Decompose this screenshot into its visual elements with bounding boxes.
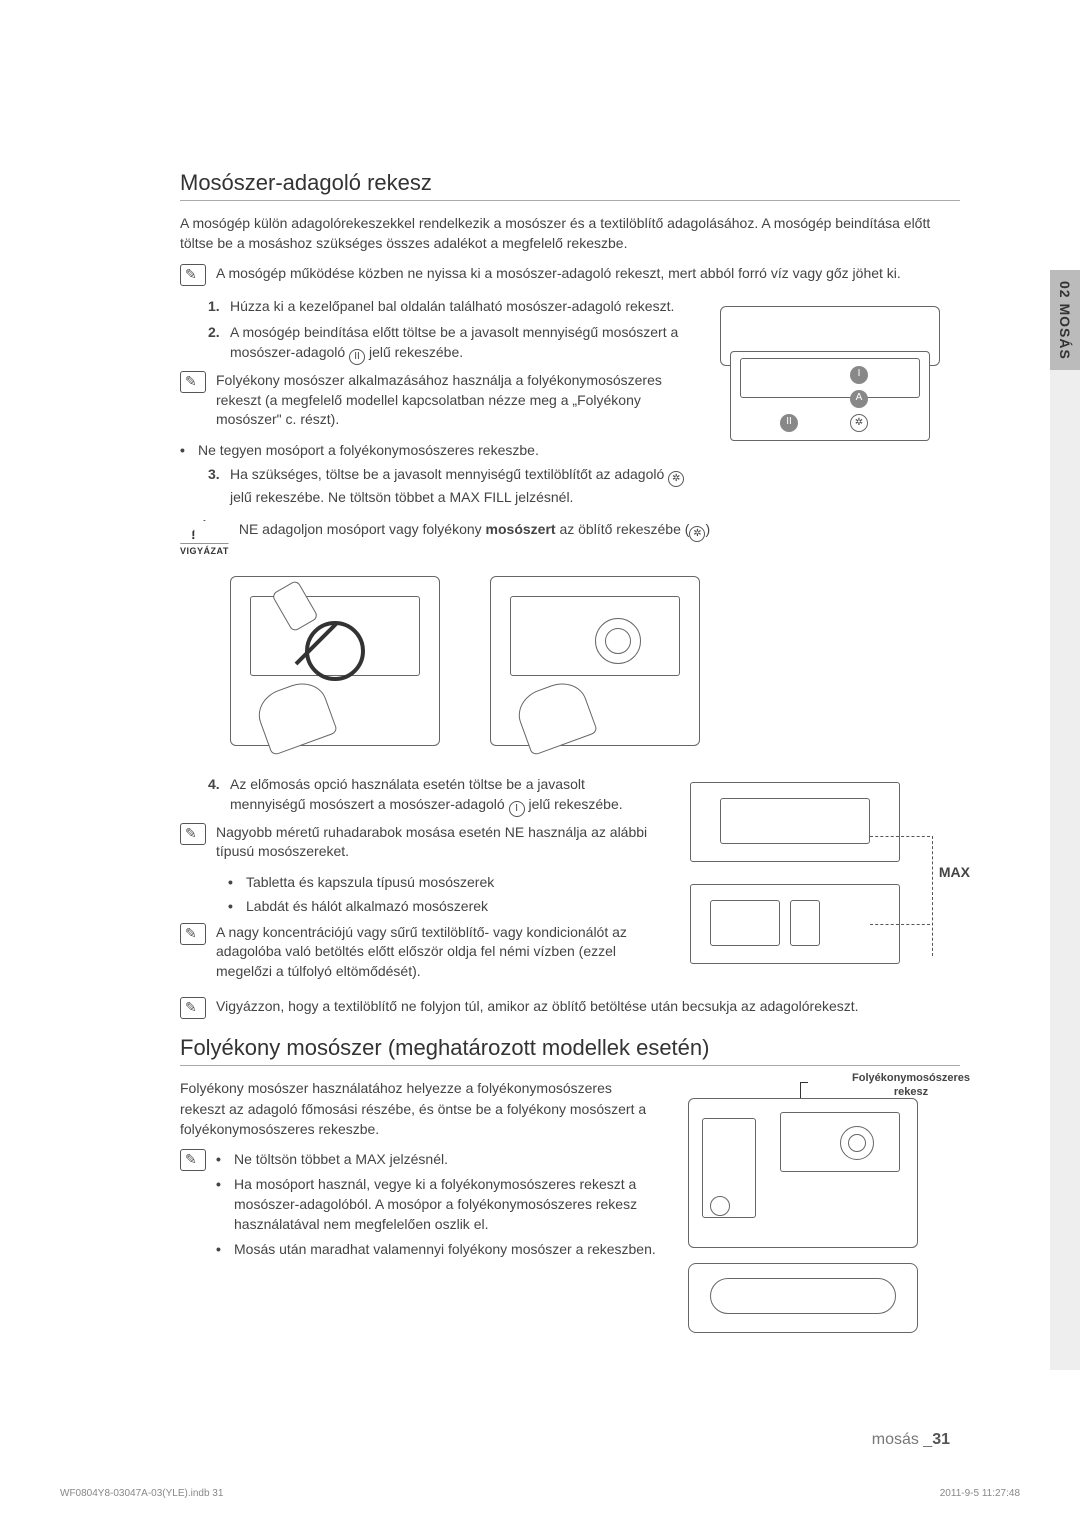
step4-block: 4.Az előmosás opció használata esetén tö… [180, 774, 960, 992]
note-concentrate-text: A nagy koncentrációjú vagy sűrű textilöb… [216, 923, 660, 982]
figure-pour-softener [480, 566, 710, 756]
note-liquid: Folyékony mosószer alkalmazásához haszná… [180, 371, 690, 430]
section2-note: Ne töltsön többet a MAX jelzésnél. Ha mo… [180, 1149, 660, 1262]
print-mark-left: WF0804Y8-03047A-03(YLE).indb 31 [60, 1488, 223, 1499]
softener-icon: ✲ [689, 526, 705, 542]
note-concentrate: A nagy koncentrációjú vagy sűrű textilöb… [180, 923, 660, 982]
figure-no-powder [220, 566, 450, 756]
step-4: 4.Az előmosás opció használata esetén tö… [208, 774, 660, 817]
figure-drawer-open: I A II ✲ [710, 296, 960, 456]
print-mark-right: 2011-9-5 11:27:48 [940, 1488, 1020, 1499]
softener-icon: ✲ [668, 471, 684, 487]
note-icon [180, 923, 206, 945]
bullet-list-1: Ne tegyen mosóport a folyékonymosószeres… [180, 440, 690, 460]
note-steam-text: A mosógép működése közben ne nyissa ki a… [216, 264, 901, 286]
note-icon [180, 264, 206, 286]
manual-page: 02 MOSÁS Mosószer-adagoló rekesz A mosóg… [0, 0, 1080, 1527]
note-liquid-text: Folyékony mosószer alkalmazásához haszná… [216, 371, 690, 430]
section2-lead: Folyékony mosószer használatához helyezz… [180, 1078, 660, 1139]
warning-text: NE adagoljon mosóport vagy folyékony mos… [239, 520, 710, 542]
note-steam: A mosógép működése közben ne nyissa ki a… [180, 264, 960, 286]
side-strip [1050, 370, 1080, 1370]
s2-bullet-1: Ne töltsön többet a MAX jelzésnél. [216, 1149, 660, 1169]
note-icon [180, 1149, 206, 1171]
note-icon [180, 371, 206, 393]
compartment-I-icon: I [509, 801, 525, 817]
warning-row: VIGYÁZAT NE adagoljon mosóport vagy foly… [180, 520, 960, 556]
figure-liquid-insert [680, 1078, 930, 1348]
s2-bullet-2: Ha mosóport használ, vegye ki a folyékon… [216, 1174, 660, 1235]
section-tab: 02 MOSÁS [1050, 270, 1080, 370]
warning-label: VIGYÁZAT [180, 546, 229, 556]
warning-icon [180, 520, 229, 544]
section2-body: Folyékony mosószer használatához helyezz… [180, 1078, 960, 1348]
note-icon [180, 997, 206, 1019]
note-large-text: Nagyobb méretű ruhadarabok mosása esetén… [216, 823, 660, 862]
max-label: MAX [939, 864, 970, 880]
section2-bullets: Ne töltsön többet a MAX jelzésnél. Ha mo… [216, 1149, 660, 1258]
section2-title: Folyékony mosószer (meghatározott modell… [180, 1035, 960, 1066]
note-overflow: Vigyázzon, hogy a textilöblítő ne folyjo… [180, 997, 960, 1019]
steps-list-2: 3.Ha szükséges, töltse be a javasolt men… [208, 464, 690, 507]
figure-pair [220, 566, 960, 756]
steps-list-1: 1.Húzza ki a kezelőpanel bal oldalán tal… [208, 296, 690, 366]
page-footer: mosás _31 [872, 1431, 950, 1449]
steps-list-3: 4.Az előmosás opció használata esetén tö… [208, 774, 660, 817]
section1-title: Mosószer-adagoló rekesz [180, 170, 960, 201]
s2-bullet-3: Mosás után maradhat valamennyi folyékony… [216, 1239, 660, 1259]
note-overflow-text: Vigyázzon, hogy a textilöblítő ne folyjo… [216, 997, 859, 1019]
note-icon [180, 823, 206, 845]
compartment-II-icon: II [349, 349, 365, 365]
figure-liquid-wrap: Folyékonymosószeresrekesz [680, 1078, 960, 1348]
steps-with-figure: 1.Húzza ki a kezelőpanel bal oldalán tal… [180, 296, 960, 514]
figure-max-wrap: MAX [680, 774, 960, 992]
sub-bullets: Tabletta és kapszula típusú mosószerek L… [228, 872, 660, 917]
step-3: 3.Ha szükséges, töltse be a javasolt men… [208, 464, 690, 507]
bullet-no-powder: Ne tegyen mosóport a folyékonymosószeres… [180, 440, 690, 460]
note-large-items: Nagyobb méretű ruhadarabok mosása esetén… [180, 823, 660, 862]
sub-bullet-1: Tabletta és kapszula típusú mosószerek [228, 872, 660, 892]
sub-bullet-2: Labdát és hálót alkalmazó mosószerek [228, 896, 660, 916]
section-tab-label: 02 MOSÁS [1057, 281, 1073, 360]
section1-lead: A mosógép külön adagolórekeszekkel rende… [180, 213, 960, 254]
figure-max-fill [680, 774, 910, 974]
step-2: 2.A mosógép beindítása előtt töltse be a… [208, 322, 690, 365]
step-1: 1.Húzza ki a kezelőpanel bal oldalán tal… [208, 296, 690, 316]
